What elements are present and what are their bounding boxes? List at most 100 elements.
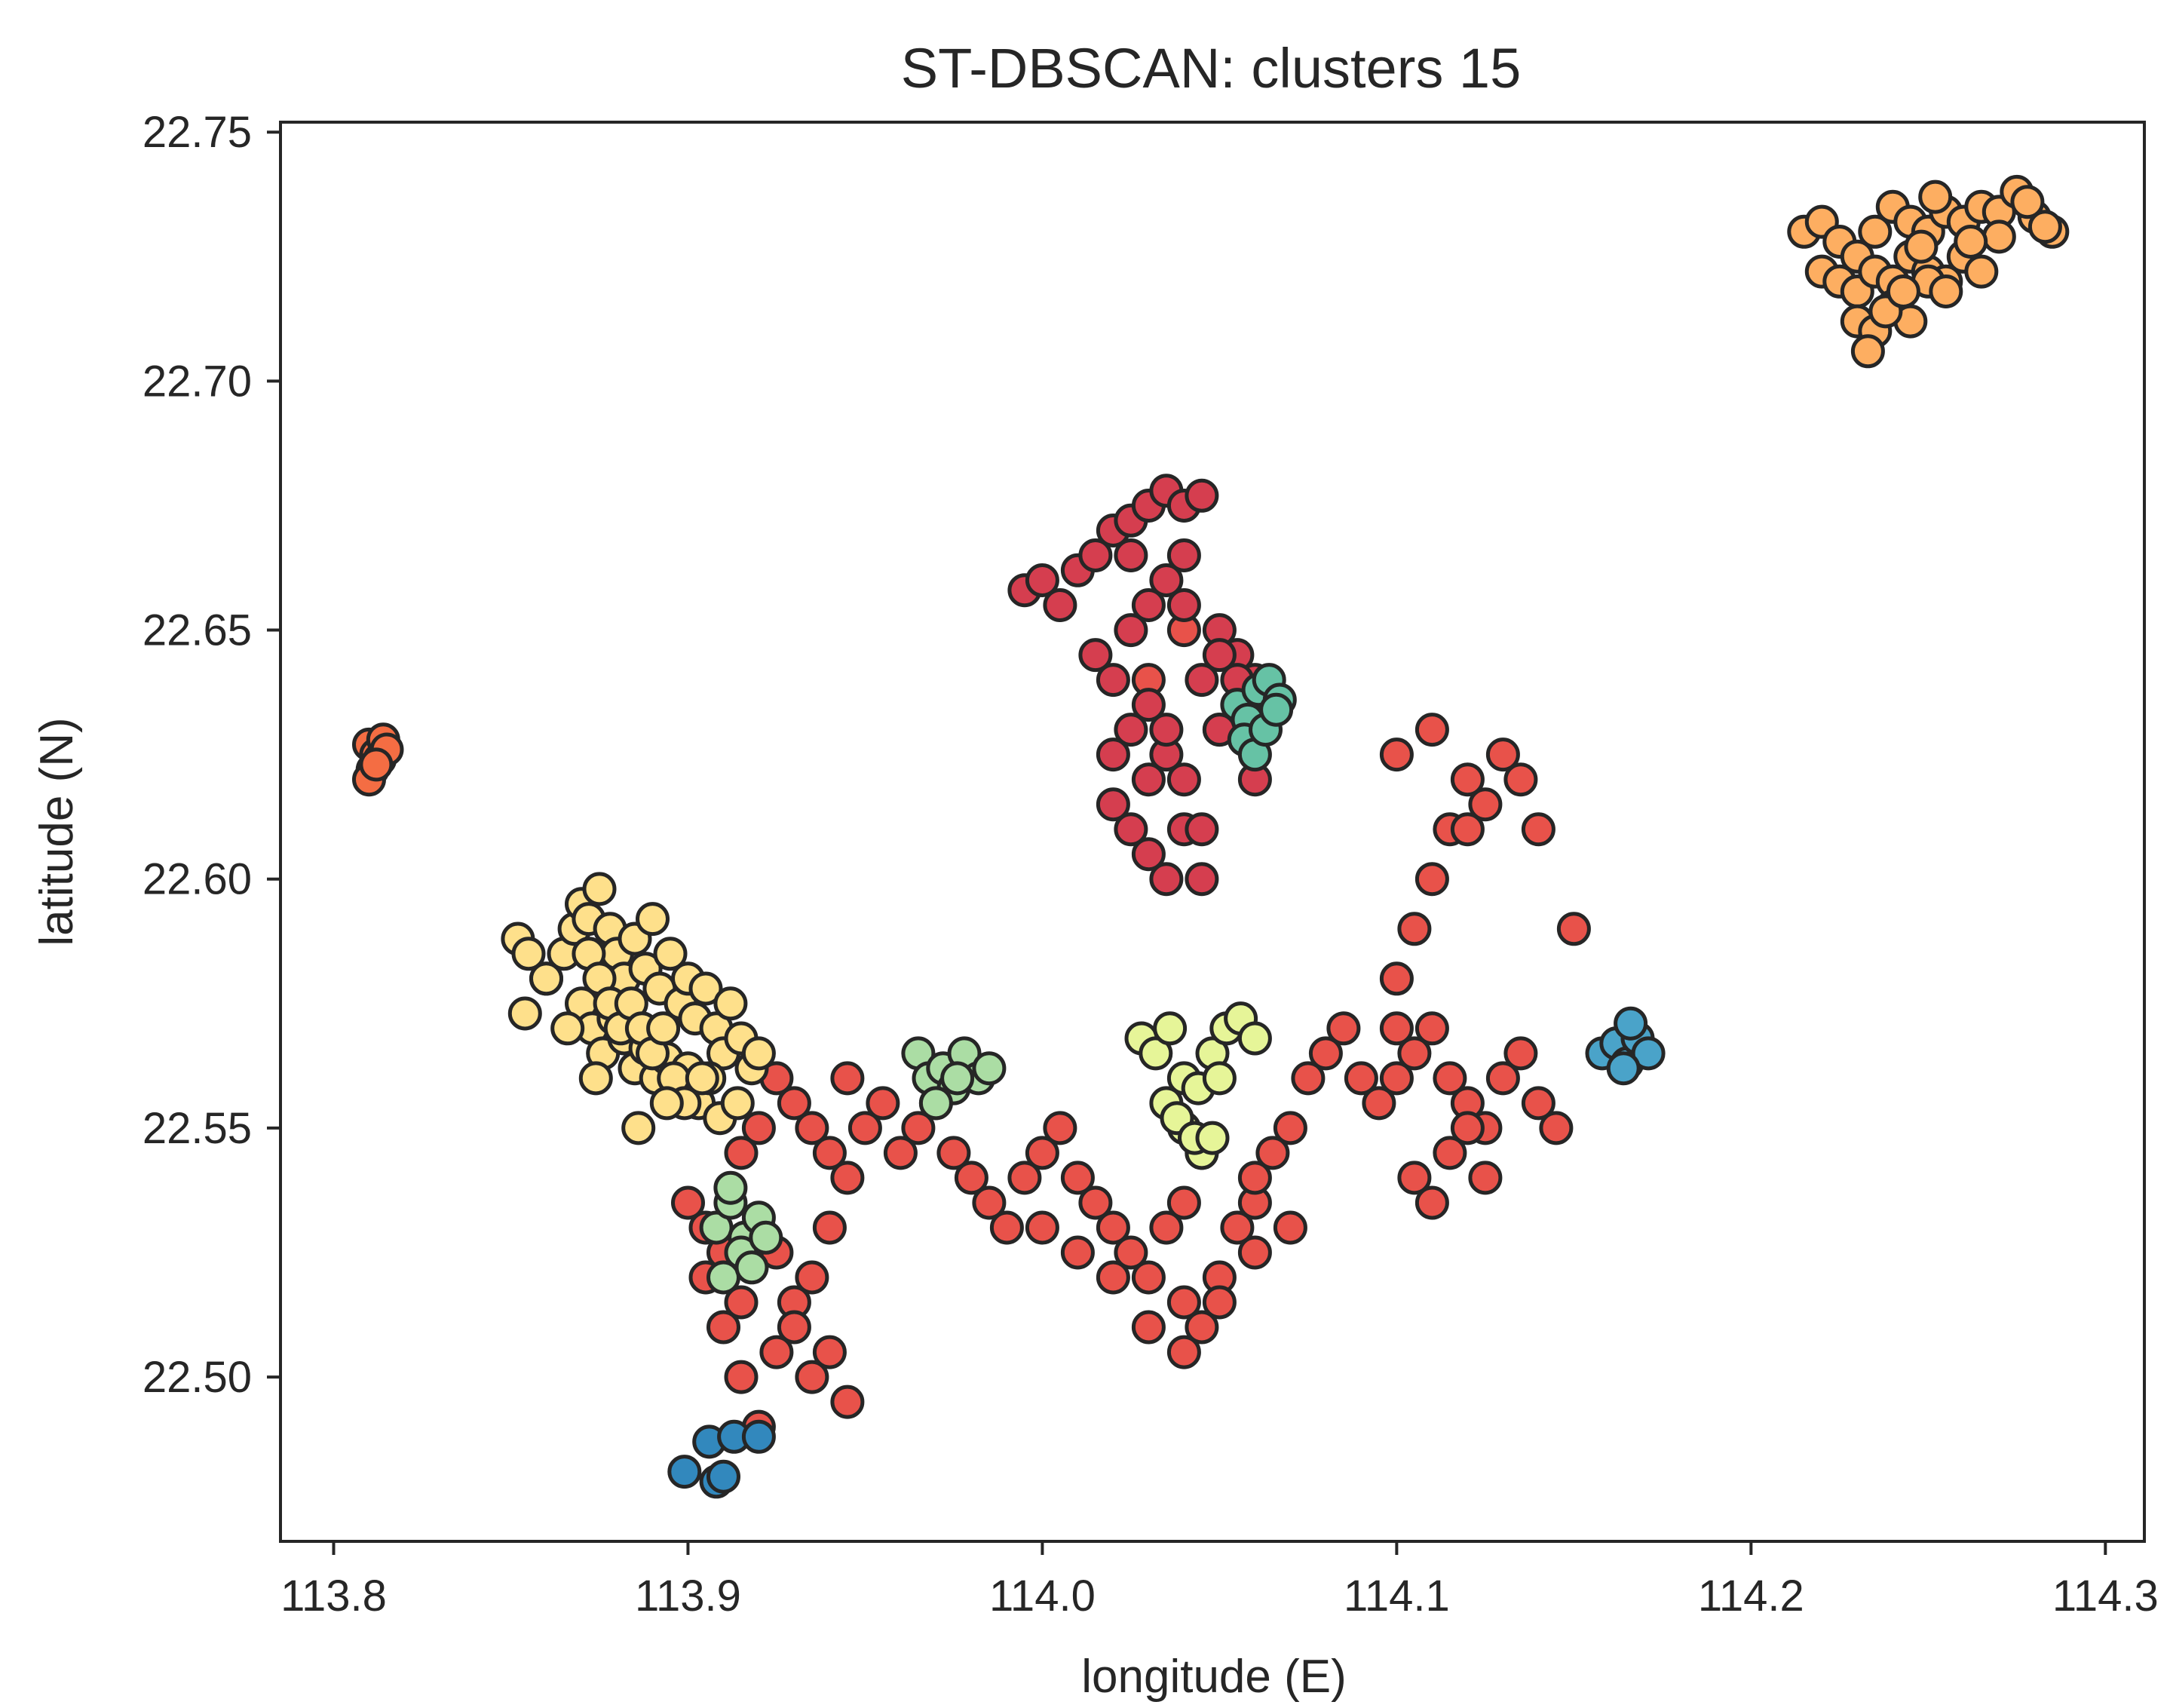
data-point: [1166, 1335, 1201, 1369]
data-point: [1195, 1121, 1230, 1155]
data-point: [1273, 1210, 1307, 1245]
data-point: [1929, 274, 1963, 308]
data-point: [582, 872, 617, 906]
y-tick-label: 22.65: [143, 606, 252, 655]
series-cluster-8: [1220, 663, 1297, 772]
series-cluster-3: [352, 722, 404, 797]
data-point: [1114, 613, 1148, 648]
data-point: [1273, 1111, 1307, 1145]
data-point: [1614, 1006, 1648, 1041]
data-point: [1131, 688, 1166, 722]
x-tick-label: 114.1: [1344, 1572, 1450, 1621]
data-point: [720, 1086, 755, 1121]
y-tick-label: 22.75: [143, 108, 252, 157]
data-point: [1185, 1310, 1219, 1345]
data-point: [1886, 274, 1920, 308]
data-point: [1450, 762, 1485, 797]
data-point: [1397, 1036, 1432, 1071]
data-point: [1858, 214, 1893, 249]
data-point: [1131, 1260, 1166, 1295]
data-point: [1468, 787, 1503, 822]
data-point: [954, 1161, 988, 1195]
data-point: [1485, 1061, 1520, 1096]
data-point: [1397, 1161, 1432, 1195]
data-point: [830, 1384, 865, 1419]
data-point: [830, 1061, 865, 1096]
data-point: [883, 1136, 918, 1170]
data-point: [777, 1310, 811, 1345]
data-point: [1185, 663, 1219, 698]
data-point: [1631, 1036, 1666, 1071]
data-point: [649, 1086, 684, 1121]
chart-title: ST-DBSCAN: clusters 15: [901, 37, 1521, 100]
data-point: [1025, 563, 1059, 597]
data-point: [1556, 912, 1591, 946]
data-point: [1982, 219, 2016, 254]
data-point: [1078, 1185, 1113, 1220]
data-point: [529, 961, 563, 996]
data-point: [688, 971, 723, 1006]
data-point: [741, 1111, 776, 1145]
data-point: [1379, 737, 1414, 772]
data-point: [653, 937, 688, 971]
data-point: [972, 1185, 1007, 1220]
data-point: [1149, 563, 1184, 597]
y-tick-label: 22.70: [143, 357, 252, 406]
data-point: [2027, 210, 2062, 244]
data-point: [1166, 1285, 1201, 1320]
data-point: [940, 1061, 975, 1096]
series-cluster-9: [667, 1419, 776, 1499]
data-point: [706, 1310, 740, 1345]
data-point: [667, 1455, 702, 1489]
data-point: [1114, 1235, 1148, 1270]
data-point: [1131, 762, 1166, 797]
data-point: [1096, 1210, 1130, 1245]
data-point: [1606, 1051, 1641, 1086]
data-point: [1362, 1086, 1396, 1121]
data-point: [1414, 862, 1449, 897]
y-tick-label: 22.50: [143, 1353, 252, 1402]
data-point: [507, 996, 542, 1031]
series-cluster-5: [501, 872, 776, 1145]
data-point: [1043, 588, 1077, 622]
data-point: [830, 1161, 865, 1195]
data-point: [972, 1051, 1007, 1086]
data-point: [1503, 762, 1538, 797]
data-point: [578, 1061, 613, 1096]
data-point: [989, 1210, 1024, 1245]
data-point: [1954, 225, 1988, 259]
data-point: [741, 1419, 776, 1454]
data-point: [1114, 713, 1148, 747]
data-point: [1096, 1260, 1130, 1295]
data-point: [1539, 1111, 1574, 1145]
data-point: [550, 1011, 585, 1046]
x-tick-label: 114.0: [989, 1572, 1096, 1621]
data-point: [1149, 1210, 1184, 1245]
data-point: [1904, 229, 1939, 264]
y-tick-label: 22.60: [143, 855, 252, 904]
data-point: [1414, 713, 1449, 747]
data-point: [1078, 538, 1113, 572]
data-point: [1964, 254, 1999, 289]
data-point: [759, 1335, 794, 1369]
data-point: [936, 1136, 971, 1170]
data-point: [359, 747, 394, 782]
data-point: [1060, 1161, 1095, 1195]
data-point: [1131, 588, 1166, 622]
data-point: [1078, 638, 1113, 673]
data-point: [1096, 787, 1130, 822]
data-point: [749, 1220, 783, 1255]
data-point: [1096, 663, 1130, 698]
data-point: [866, 1086, 900, 1121]
data-point: [812, 1335, 847, 1369]
x-axis-label: longitude (E): [1081, 1651, 1347, 1703]
x-tick-label: 113.8: [280, 1572, 387, 1621]
data-point: [1166, 762, 1201, 797]
data-point: [1379, 1011, 1414, 1046]
data-point: [1149, 713, 1184, 747]
data-point: [1096, 737, 1130, 772]
y-axis-ticks: 22.50 22.55 22.60 22.65 22.70 22.75: [143, 108, 280, 1402]
data-point: [1521, 812, 1555, 847]
series-cluster-4: [1787, 174, 2070, 369]
